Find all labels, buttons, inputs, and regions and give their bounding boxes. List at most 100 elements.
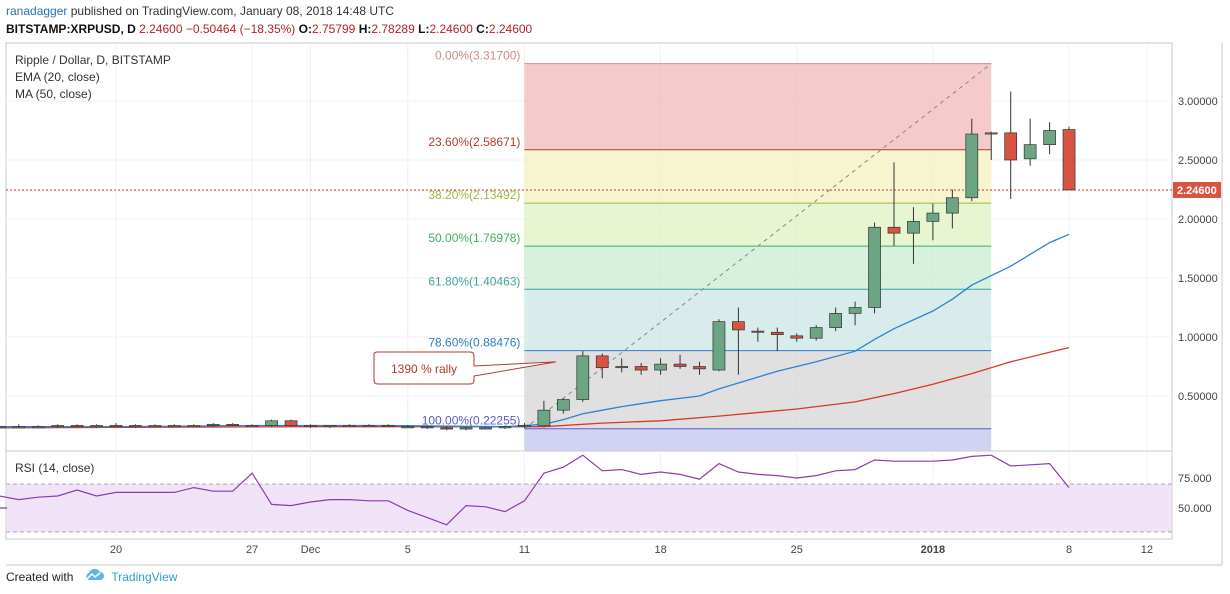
candle-body — [323, 425, 337, 428]
candle-body — [51, 425, 65, 428]
candle-body — [284, 420, 298, 426]
tradingview-cloud-icon — [83, 568, 105, 585]
callout-text: 1390 % rally — [391, 362, 457, 376]
low-label: L: — [418, 22, 430, 36]
candle-body — [732, 321, 745, 331]
candle-body — [634, 366, 648, 371]
candle-body — [70, 425, 84, 428]
open-value: 2.75799 — [311, 22, 356, 36]
candle-body — [265, 420, 278, 426]
time-tick-label: 2018 — [921, 544, 945, 556]
candle-body — [31, 426, 45, 429]
candle-body — [401, 426, 415, 429]
candle-body — [109, 425, 123, 428]
time-tick-label: 25 — [791, 544, 803, 556]
candle-body — [90, 425, 103, 428]
price-tick-label: 1.50000 — [1178, 273, 1218, 285]
candle-body — [187, 425, 201, 428]
fib-level-label: 0.00%(3.31700) — [435, 49, 520, 63]
fib-level-label: 78.60%(0.88476) — [428, 336, 520, 350]
candle-body — [12, 426, 26, 429]
candle-body — [304, 425, 317, 428]
candle-body — [226, 423, 240, 426]
candle-body — [0, 426, 6, 429]
candle-body — [868, 226, 881, 308]
candle-body — [673, 363, 687, 367]
price-tick-label: 2.00000 — [1178, 214, 1218, 226]
footer: Created with TradingView — [6, 568, 177, 585]
rsi-line — [0, 454, 1070, 526]
candle-body — [965, 133, 979, 199]
close-value: 2.24600 — [488, 22, 533, 36]
candle-body — [206, 423, 220, 426]
candle-body — [654, 363, 667, 371]
candle-body — [751, 330, 765, 333]
rsi-band — [6, 483, 1172, 533]
author-link[interactable]: ranadagger — [6, 4, 68, 18]
candle-body — [381, 425, 395, 428]
fib-zone — [524, 350, 992, 429]
rally-annotation[interactable]: 1390 % rally — [373, 351, 556, 385]
tradingview-brand-link[interactable]: TradingView — [111, 569, 178, 584]
candle-body — [362, 425, 376, 428]
close-label: C: — [476, 22, 489, 36]
ma50-line — [0, 346, 1070, 429]
rsi-tick-label: 50.000 — [1178, 503, 1212, 515]
publish-info: ranadagger published on TradingView.com,… — [6, 4, 394, 18]
time-tick-label: 12 — [1141, 544, 1153, 556]
candle-body — [829, 313, 843, 328]
candle-body — [712, 321, 726, 371]
candle-body — [479, 427, 492, 430]
candle-body — [498, 426, 512, 429]
candle-body — [887, 226, 901, 234]
price-tick-label: 1.00000 — [1178, 332, 1218, 344]
open-label: O: — [298, 22, 312, 36]
fib-zone — [524, 428, 992, 451]
candle-body — [518, 425, 531, 428]
candle-body — [809, 327, 823, 339]
time-tick-label: Dec — [301, 544, 321, 556]
time-tick-label: 27 — [246, 544, 258, 556]
candle-body — [595, 355, 609, 369]
candle-body — [556, 399, 570, 411]
candle-body — [615, 366, 629, 369]
time-tick-label: 5 — [405, 544, 411, 556]
candle-body — [1043, 130, 1056, 146]
candle-body — [693, 366, 706, 370]
legend-ema: EMA (20, close) — [15, 70, 100, 84]
created-with-text: Created with — [6, 569, 74, 584]
candle-body — [984, 132, 998, 135]
fib-zone — [524, 246, 992, 290]
symbol-label: BITSTAMP:XRPUSD, D — [6, 22, 136, 36]
candle-body — [129, 425, 142, 428]
ohlc-bar: BITSTAMP:XRPUSD, D 2.24600 −0.50464 (−18… — [6, 22, 532, 36]
axes: 0.50000 1.00000 1.50000 2.00000 2.50000 3.000… — [110, 96, 1221, 556]
candle-body — [420, 426, 434, 429]
candle-body — [770, 331, 784, 335]
candle-body — [440, 427, 453, 430]
time-tick-label: 18 — [654, 544, 666, 556]
candle-body — [576, 355, 590, 400]
high-value: 2.78289 — [371, 22, 415, 36]
rsi-tick-label: 75.000 — [1178, 473, 1212, 485]
fib-zone — [524, 63, 992, 150]
candle-body — [1023, 144, 1037, 160]
candle-body — [168, 425, 181, 428]
candle-body — [907, 221, 920, 234]
fib-level-label: 100.00%(0.22255) — [422, 414, 521, 428]
fib-level-label: 50.00%(1.76978) — [428, 231, 520, 245]
candle-body — [790, 335, 804, 339]
high-label: H: — [358, 22, 372, 36]
callout-box[interactable] — [373, 351, 556, 385]
candle-body — [945, 197, 959, 214]
time-tick-label: 11 — [519, 544, 530, 556]
candle-body — [459, 427, 473, 430]
fib-level-label: 23.60%(2.58671) — [428, 135, 520, 149]
candle-body — [1004, 132, 1018, 161]
candle-body — [343, 425, 356, 428]
candle-body — [537, 409, 551, 426]
time-tick-label: 8 — [1066, 544, 1072, 556]
rsi-band-fill — [7, 484, 1171, 532]
fib-zone — [524, 149, 992, 204]
